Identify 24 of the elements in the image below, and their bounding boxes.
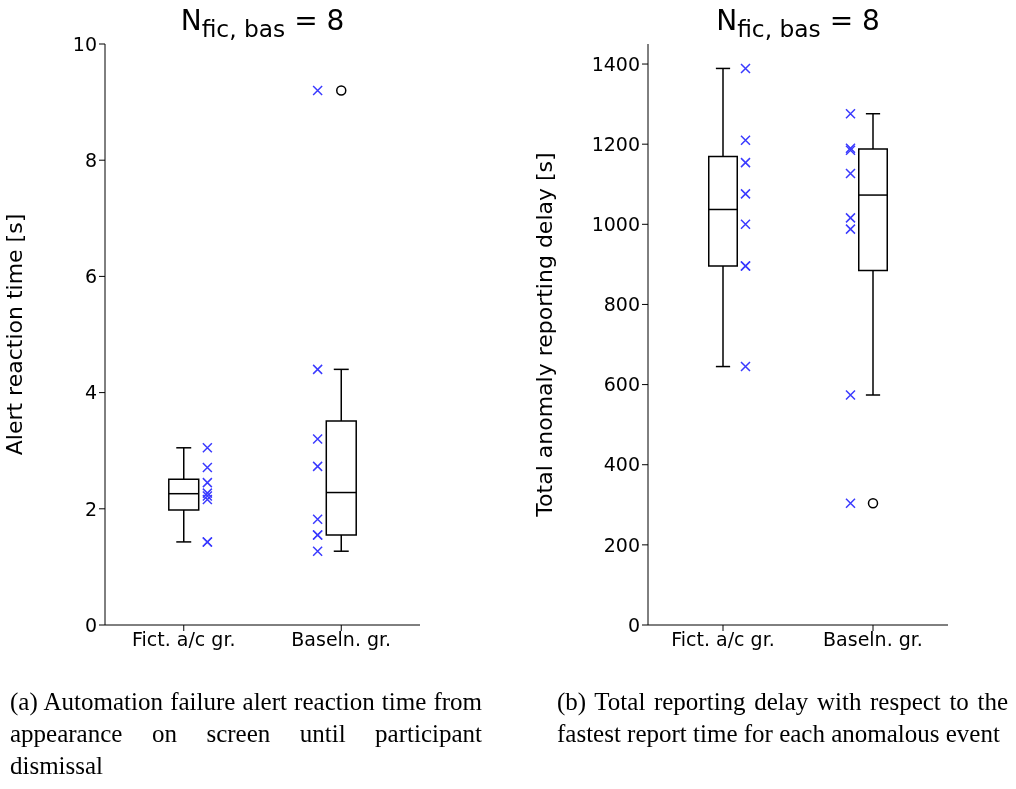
x-tick-label: Baseln. gr. <box>823 628 923 651</box>
y-tick-label: 0 <box>627 613 640 636</box>
y-tick-label: 600 <box>603 373 640 396</box>
y-tick-label: 2 <box>84 497 97 520</box>
y-tick-label: 1200 <box>591 132 640 155</box>
y-tick-label: 200 <box>603 533 640 556</box>
y-tick-label: 400 <box>603 453 640 476</box>
x-tick-label: Baseln. gr. <box>291 628 392 651</box>
y-tick-label: 10 <box>72 32 97 55</box>
y-axis-title: Total anomaly reporting delay [s] <box>531 152 557 518</box>
text: (b) Total reporting delay with respect to the fastest report time for each anomalous event <box>557 687 1008 749</box>
y-tick-label: 0 <box>84 613 97 636</box>
x-tick-label: Fict. a/c gr. <box>132 628 236 651</box>
chart-title: N$_{fic, bas}$ = 8 <box>715 4 881 43</box>
y-tick-label: 8 <box>84 148 97 171</box>
text: (a) Automation failure alert reaction time from appearance on screen until participant dismissal <box>10 687 482 781</box>
y-tick-label: 1400 <box>591 52 640 75</box>
x-tick-label: Fict. a/c gr. <box>671 628 775 651</box>
y-tick-label: 6 <box>84 265 97 288</box>
y-tick-label: 1000 <box>591 213 640 236</box>
y-tick-label: 800 <box>603 293 640 316</box>
chart-title: N$_{fic, bas}$ = 8 <box>179 4 346 43</box>
y-axis-title: Alert reaction time [s] <box>1 213 27 456</box>
y-tick-label: 4 <box>84 381 97 404</box>
